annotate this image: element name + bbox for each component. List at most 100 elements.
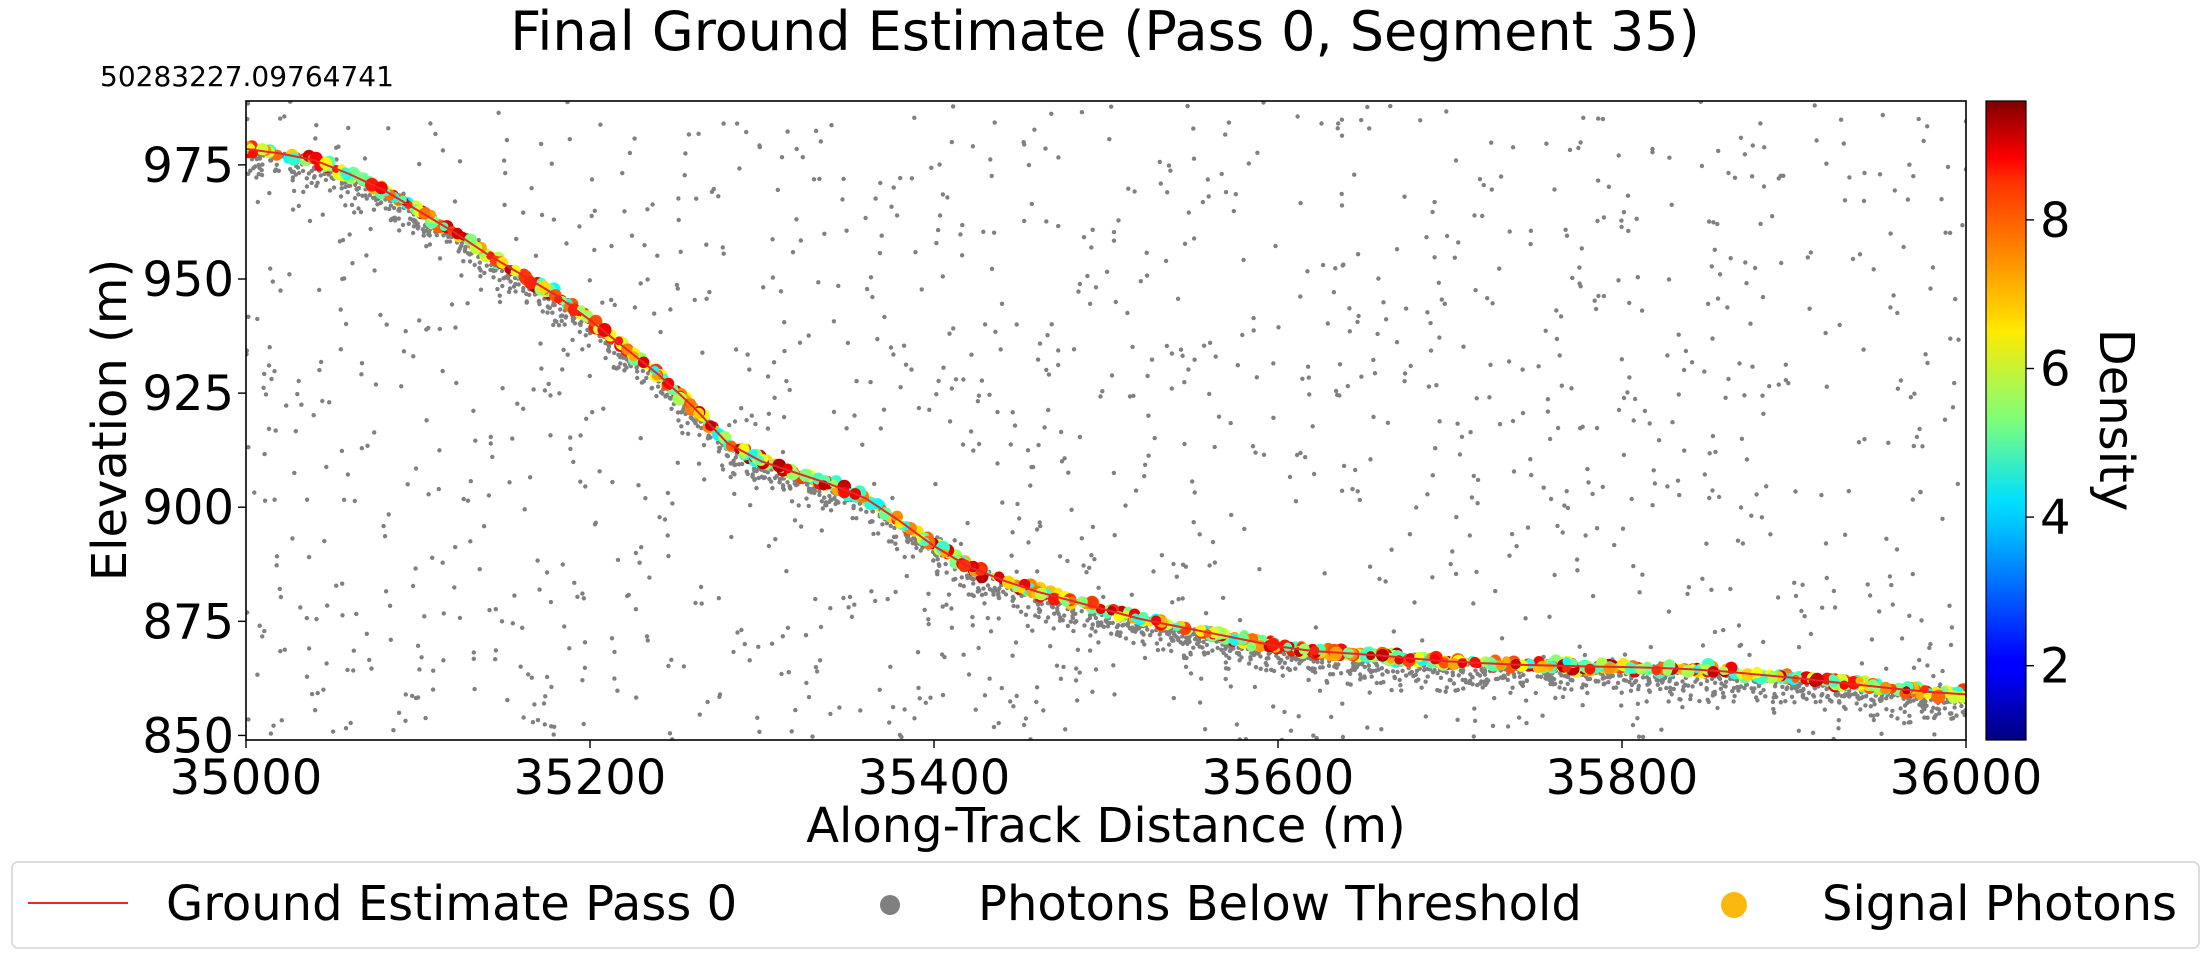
noise-photon — [1101, 624, 1107, 629]
noise-photon — [1015, 604, 1020, 609]
noise-photon — [1339, 488, 1345, 493]
noise-photon — [1917, 702, 1923, 707]
noise-photon — [1616, 407, 1622, 413]
signal-photon — [1751, 666, 1763, 679]
noise-photon — [1120, 623, 1125, 628]
noise-photon — [1948, 711, 1953, 716]
noise-photon — [1377, 576, 1382, 582]
noise-photon — [1499, 636, 1505, 641]
noise-photon — [271, 723, 276, 728]
noise-photon — [306, 554, 312, 560]
noise-photon — [304, 176, 309, 181]
noise-photon — [1037, 520, 1042, 525]
noise-photon — [761, 285, 766, 290]
noise-photon — [1632, 396, 1638, 402]
noise-photon — [512, 593, 517, 598]
noise-photon — [1251, 328, 1256, 333]
noise-photon — [1149, 629, 1155, 634]
noise-photon — [578, 433, 583, 438]
noise-photon — [1823, 330, 1828, 336]
noise-photon — [793, 707, 798, 713]
noise-photon — [1473, 288, 1478, 293]
colorbar-tick-label: 6 — [2040, 341, 2071, 397]
signal-photon — [1828, 674, 1837, 683]
noise-photon — [1843, 706, 1848, 712]
noise-photon — [1505, 677, 1511, 683]
noise-photon — [270, 279, 275, 284]
noise-photon — [1728, 256, 1733, 261]
noise-photon — [325, 603, 330, 608]
noise-photon — [1635, 275, 1641, 280]
noise-photon — [884, 521, 890, 526]
noise-photon — [246, 171, 251, 176]
noise-photon — [1009, 553, 1014, 558]
noise-photon — [1010, 410, 1015, 415]
noise-photon — [1182, 380, 1187, 385]
noise-photon — [1610, 673, 1616, 678]
noise-photon — [354, 186, 359, 192]
noise-photon — [1636, 734, 1642, 739]
noise-photon — [702, 477, 707, 482]
noise-photon — [916, 685, 921, 691]
noise-photon — [348, 720, 353, 726]
noise-photon — [1772, 710, 1777, 715]
x-tick-label: 35400 — [858, 750, 1011, 806]
noise-photon — [1201, 639, 1206, 645]
noise-photon — [1507, 553, 1512, 558]
noise-photon — [1183, 664, 1189, 669]
noise-photon — [753, 421, 758, 427]
noise-photon — [1353, 467, 1358, 473]
noise-photon — [1772, 684, 1778, 689]
noise-photon — [291, 169, 296, 174]
noise-photon — [681, 664, 687, 669]
noise-photon — [785, 129, 790, 134]
noise-photon — [272, 168, 278, 174]
noise-photon — [998, 347, 1003, 352]
noise-photon — [852, 413, 857, 418]
legend: Ground Estimate Pass 0 Photons Below Thr… — [11, 861, 2200, 949]
noise-photon — [1836, 718, 1842, 723]
noise-photon — [453, 544, 458, 550]
noise-photon — [368, 226, 373, 232]
noise-photon — [733, 462, 738, 467]
noise-photon — [1313, 670, 1318, 675]
noise-photon — [1061, 664, 1066, 670]
noise-photon — [1626, 228, 1631, 234]
noise-photon — [1771, 706, 1776, 712]
noise-photon — [668, 307, 673, 312]
noise-photon — [935, 535, 940, 540]
noise-photon — [1858, 707, 1863, 712]
noise-photon — [820, 506, 825, 511]
noise-photon — [603, 355, 608, 361]
noise-photon — [988, 157, 993, 162]
noise-photon — [1188, 671, 1194, 676]
noise-photon — [1630, 722, 1636, 728]
noise-photon — [1050, 605, 1056, 610]
noise-photon — [636, 483, 641, 488]
noise-photon — [638, 436, 643, 441]
noise-photon — [1640, 734, 1646, 740]
noise-photon — [1242, 526, 1247, 532]
noise-photon — [1743, 260, 1748, 265]
noise-photon — [1074, 619, 1079, 624]
noise-photon — [478, 268, 483, 273]
noise-photon — [934, 392, 939, 397]
noise-photon — [282, 114, 287, 119]
noise-photon — [971, 593, 976, 599]
noise-photon — [338, 307, 343, 312]
noise-photon — [1032, 127, 1037, 132]
noise-photon — [268, 266, 273, 271]
noise-photon — [744, 129, 749, 135]
noise-photon — [1748, 321, 1753, 326]
noise-photon — [1910, 497, 1916, 502]
noise-photon — [806, 333, 811, 338]
noise-photon — [1648, 644, 1654, 650]
noise-photon — [1481, 182, 1487, 188]
noise-photon — [1248, 657, 1253, 662]
noise-photon — [317, 287, 322, 293]
noise-photon — [610, 479, 615, 485]
noise-photon — [403, 692, 408, 697]
noise-photon — [818, 139, 823, 144]
noise-photon — [1570, 275, 1575, 281]
noise-photon — [1601, 682, 1606, 687]
